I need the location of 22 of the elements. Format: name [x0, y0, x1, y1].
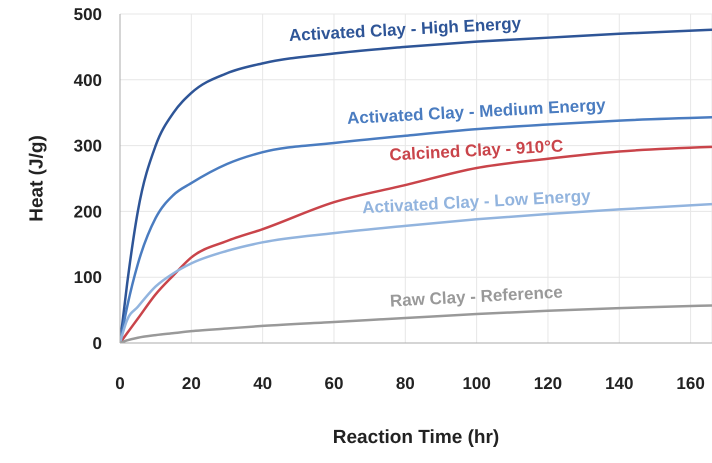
series-label: Activated Clay - High Energy — [288, 14, 522, 45]
series-label: Activated Clay - Medium Energy — [346, 95, 607, 128]
y-tick-label: 300 — [74, 136, 102, 156]
x-tick-label: 60 — [324, 374, 344, 394]
x-axis-title: Reaction Time (hr) — [332, 427, 500, 448]
x-tick-label: 140 — [605, 374, 634, 394]
y-tick-label: 0 — [92, 334, 102, 354]
x-tick-label: 40 — [253, 374, 272, 394]
series-label: Activated Clay - Low Energy — [362, 186, 592, 218]
y-tick-label: 500 — [74, 5, 102, 24]
series-label: Raw Clay - Reference — [390, 282, 564, 311]
y-tick-label: 200 — [74, 202, 102, 222]
series-label: Calcined Clay - 910°C — [388, 136, 564, 165]
x-tick-label: 100 — [462, 374, 491, 394]
y-tick-label: 100 — [74, 268, 102, 288]
x-tick-label: 160 — [676, 374, 705, 394]
x-tick-label: 80 — [396, 374, 415, 394]
x-tick-label: 20 — [182, 374, 201, 394]
x-tick-label: 0 — [115, 374, 125, 394]
x-tick-label: 120 — [534, 374, 562, 394]
y-tick-label: 400 — [74, 70, 102, 90]
y-axis-title: Heat (J/g) — [26, 135, 48, 222]
